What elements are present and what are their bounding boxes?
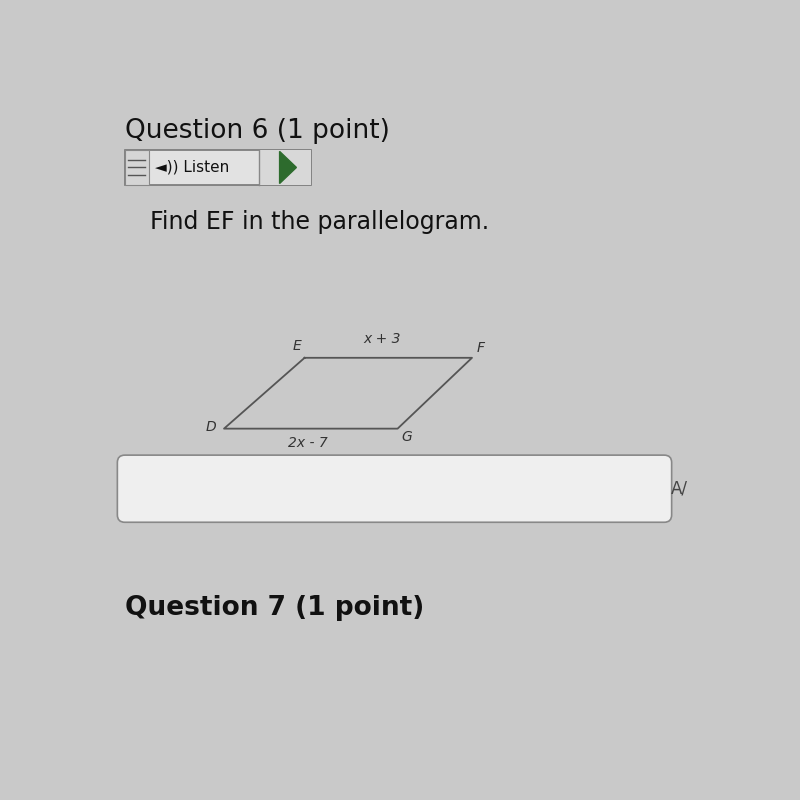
Text: Question 7 (1 point): Question 7 (1 point)	[125, 595, 424, 621]
FancyBboxPatch shape	[125, 150, 149, 186]
Text: Question 6 (1 point): Question 6 (1 point)	[125, 118, 390, 143]
Text: ◄)) Listen: ◄)) Listen	[155, 160, 230, 175]
Text: F: F	[477, 341, 485, 354]
FancyBboxPatch shape	[125, 150, 310, 186]
Text: E: E	[293, 339, 302, 354]
Text: x + 3: x + 3	[363, 332, 401, 346]
FancyBboxPatch shape	[118, 455, 672, 522]
Text: Find EF in the parallelogram.: Find EF in the parallelogram.	[150, 210, 489, 234]
FancyBboxPatch shape	[258, 150, 310, 186]
Text: A/: A/	[670, 480, 687, 498]
Text: 2x - 7: 2x - 7	[288, 436, 327, 450]
Polygon shape	[279, 151, 297, 183]
Text: D: D	[206, 421, 217, 434]
Text: G: G	[402, 430, 412, 444]
